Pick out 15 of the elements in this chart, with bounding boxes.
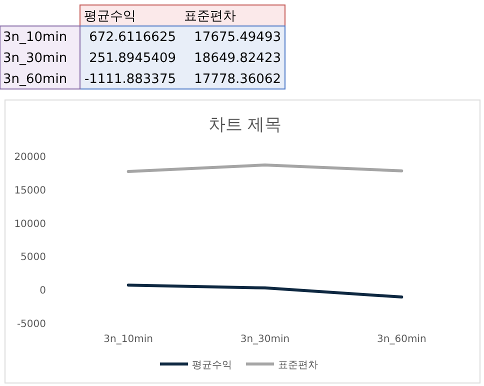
legend-item: 표준편차 — [246, 360, 318, 371]
y-tick-label: 15000 — [14, 185, 46, 196]
data-table: 평균수익 표준편차 3n_10min 3n_30min 3n_60min 672.6116625 17675.49493 251.8945409 18649.82423 -1111.883375 17778.36062 — [0, 4, 286, 90]
legend-item: 평균수익 — [160, 360, 232, 371]
legend-label: 표준편차 — [278, 360, 318, 371]
y-tick-label: 10000 — [14, 218, 46, 230]
x-tick-label: 3n_10min — [104, 334, 153, 345]
y-tick-label: 0 — [40, 286, 46, 297]
y-tick-label: 5000 — [20, 252, 46, 264]
chart-title: 차트 제목 — [208, 115, 282, 135]
y-tick-label: -5000 — [16, 319, 46, 330]
legend-label: 평균수익 — [192, 360, 232, 371]
y-tick-label: 20000 — [14, 152, 46, 163]
x-tick-label: 3n_30min — [240, 334, 290, 345]
x-tick-label: 3n_60min — [377, 334, 426, 345]
